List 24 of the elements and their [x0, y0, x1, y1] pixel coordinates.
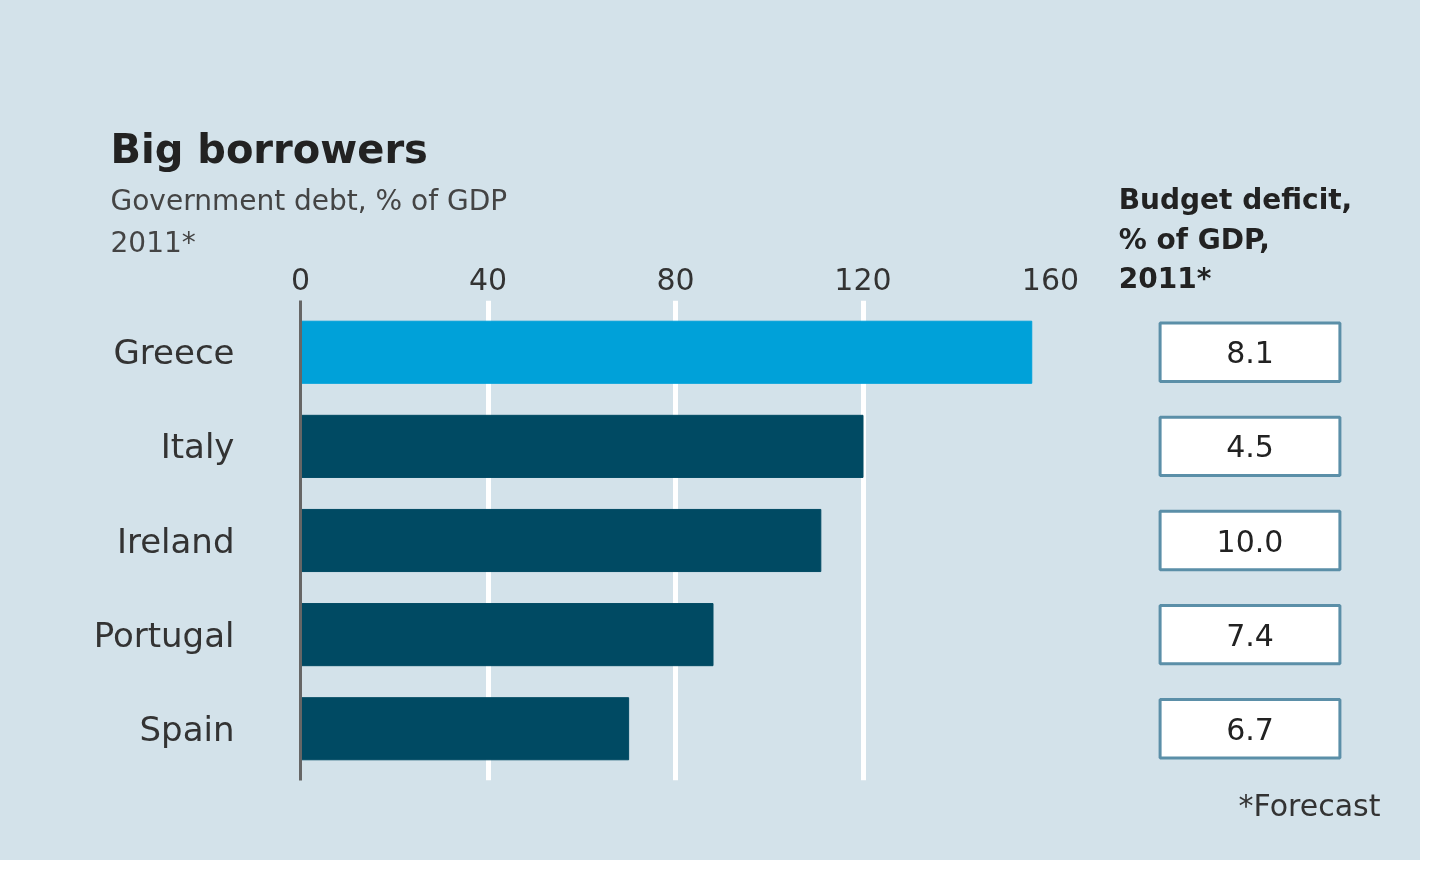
- text: 10.0: [1216, 523, 1284, 559]
- text: 6.7: [1226, 711, 1274, 747]
- y-tick-label: Ireland: [116, 520, 235, 561]
- y-tick-label: Spain: [139, 708, 235, 749]
- x-tick-label: 0: [290, 261, 311, 297]
- text: 7.4: [1226, 617, 1274, 653]
- x-tick-label: 80: [656, 261, 695, 297]
- y-tick-label: Portugal: [93, 614, 235, 655]
- chart-subtitle: Government debt, % of GDP 2011*: [110, 183, 508, 260]
- x-tick-label: 160: [1021, 261, 1080, 297]
- chart-title: Big borrowers: [110, 125, 428, 172]
- text: 4.5: [1226, 429, 1274, 465]
- bar: [300, 603, 714, 667]
- text: Budget deficit, % of GDP, 2011*: [1118, 183, 1353, 296]
- bar: [300, 508, 822, 573]
- y-tick-label: Greece: [113, 332, 235, 373]
- bar: [300, 697, 630, 761]
- x-tick-label: 120: [834, 261, 892, 297]
- x-tick-label: 40: [468, 261, 508, 297]
- bar: [300, 320, 1033, 384]
- y-tick-label: Italy: [160, 426, 235, 467]
- text: 8.1: [1226, 335, 1274, 371]
- text: *Forecast: [1238, 787, 1381, 823]
- bar: [300, 414, 864, 478]
